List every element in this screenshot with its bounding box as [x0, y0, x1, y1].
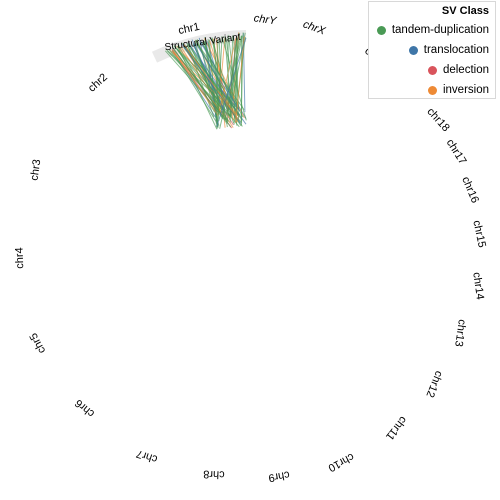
legend-swatch-inversion [427, 85, 437, 95]
chromosome-label-chr5: chr5 [28, 331, 49, 356]
sv-link [235, 36, 245, 123]
chromosome-label-chr14: chr14 [470, 272, 486, 301]
chromosome-label-chr11: chr11 [383, 414, 409, 442]
sv-link [218, 38, 237, 114]
sv-link [235, 36, 238, 113]
chromosome-label-chr4: chr4 [14, 247, 27, 269]
chromosome-label-chr9: chr9 [267, 468, 290, 484]
sv-link [186, 43, 215, 118]
legend-swatch-tandem-duplication [376, 25, 386, 35]
chromosome-label-chr2: chr2 [86, 71, 110, 94]
legend-swatch-delection [427, 65, 437, 75]
chromosome-label-chr8: chr8 [203, 468, 225, 481]
sv-link [216, 40, 219, 128]
chromosome-label-chr6: chr6 [73, 397, 97, 420]
legend-title: SV Class [441, 5, 489, 17]
chromosome-label-chr3: chr3 [28, 159, 43, 182]
chromosome-label-chr12: chr12 [423, 369, 444, 399]
legend-label-delection: delection [442, 64, 489, 76]
sv-link [213, 39, 220, 121]
chromosome-label-chr13: chr13 [452, 319, 468, 348]
chromosome-label-chr18: chr18 [424, 106, 451, 134]
chromosome-label-chr10: chr10 [326, 450, 356, 474]
sv-link [176, 45, 238, 115]
legend: SV Class tandem-duplication translocatio… [368, 1, 496, 99]
legend-item-delection[interactable]: delection [427, 62, 489, 78]
legend-label-inversion: inversion [442, 84, 489, 96]
chromosome-label-chr16: chr16 [459, 175, 481, 205]
sv-link [194, 40, 245, 111]
sv-link [172, 51, 219, 116]
legend-label-translocation: translocation [423, 44, 489, 56]
legend-item-translocation[interactable]: translocation [408, 42, 489, 58]
legend-item-inversion[interactable]: inversion [427, 82, 489, 98]
legend-item-tandem-duplication[interactable]: tandem-duplication [376, 22, 489, 38]
chromosome-label-chrX: chrX [301, 18, 327, 37]
sv-link [195, 43, 241, 112]
sv-link [183, 43, 239, 120]
legend-label-tandem-duplication: tandem-duplication [391, 24, 489, 36]
sv-link [216, 37, 247, 127]
legend-swatch-translocation [408, 45, 418, 55]
chromosome-label-chrY: chrY [253, 12, 278, 27]
structural-variant-track [151, 30, 247, 130]
chromosome-label-chr15: chr15 [470, 219, 487, 248]
chromosome-label-chr17: chr17 [444, 137, 469, 167]
sv-link [184, 45, 241, 116]
sv-link [166, 50, 232, 118]
chromosome-label-chr7: chr7 [135, 447, 159, 465]
chromosome-label-chr1: chr1 [177, 21, 200, 37]
